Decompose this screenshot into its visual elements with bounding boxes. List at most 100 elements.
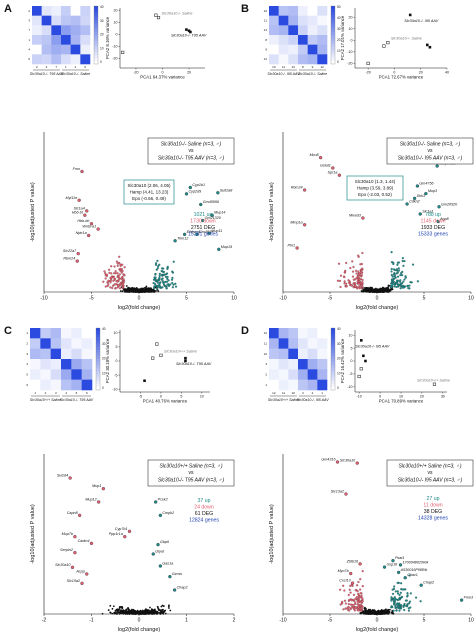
volcano-point-down — [117, 275, 120, 278]
volcano-point-up — [157, 265, 160, 268]
volcano-point-up — [171, 281, 174, 285]
gene-label: Gbp6 — [160, 540, 170, 544]
volcano-xlabel: log2(fold change) — [118, 627, 161, 633]
volcano-point-up — [418, 212, 422, 216]
heatmap-cell — [269, 328, 279, 339]
volcano-point-ns — [366, 611, 369, 613]
volcano-point-up — [156, 543, 160, 547]
gene-label: Cyp2d9 — [189, 189, 202, 193]
pca-plot: -10 0 10 20 30 10 5 0 -5 -10 PCA1 70.89% variance P… — [340, 330, 450, 404]
volcano-point-down — [120, 277, 123, 280]
comparison-box — [386, 137, 474, 165]
volcano-point-ns — [136, 612, 139, 615]
heatmap-cell — [61, 25, 71, 36]
colorbar-step — [331, 46, 335, 50]
volcano-point-up — [158, 282, 161, 285]
gene-label: Chap2 — [177, 586, 188, 590]
volcano-point-down — [118, 273, 121, 276]
heatmap-cell — [307, 338, 318, 349]
volcano-point-up — [400, 595, 404, 598]
volcano-point-ns — [132, 608, 135, 611]
heatmap-cell — [269, 15, 279, 26]
volcano-point-up — [400, 274, 404, 277]
volcano-point-ns — [127, 286, 130, 289]
volcano-point-up — [404, 275, 407, 278]
heatmap-cell — [307, 328, 318, 339]
heatmap-cell — [278, 338, 289, 349]
volcano-point-up — [406, 592, 409, 595]
colorbar-frame — [330, 327, 336, 391]
volcano-point-down — [360, 271, 363, 274]
pca-ytick-label: 20 — [114, 9, 118, 13]
heatmap-cell — [40, 369, 51, 380]
volcano-point-down — [337, 173, 342, 177]
colorbar-tick: 20 — [100, 33, 104, 37]
volcano-point-down — [361, 251, 364, 255]
heatmap-cell — [288, 348, 299, 360]
comparison-vs: vs — [189, 470, 195, 476]
colorbar-step — [94, 29, 98, 33]
heatmap-cell — [298, 369, 308, 380]
colorbar-step — [331, 359, 335, 363]
heatmap-cell — [317, 328, 328, 339]
volcano-point-up — [399, 279, 402, 282]
heatmap-sample-id: 5 — [26, 373, 28, 377]
volcano-point-up — [160, 273, 163, 276]
volcano-point-down — [344, 492, 348, 496]
volcano-point-ns — [160, 610, 162, 613]
heatmap-cell — [50, 369, 62, 380]
heatmap-cell — [61, 359, 72, 370]
volcano-point-up — [437, 205, 441, 209]
stat-down: 11 down — [423, 503, 442, 509]
volcano-point-ns — [387, 286, 390, 288]
volcano-point-ns — [138, 290, 140, 293]
volcano-point-up — [165, 280, 169, 283]
heatmap-cell — [288, 44, 299, 55]
volcano-point-up — [407, 607, 410, 610]
volcano-point-down — [73, 551, 77, 555]
pca-ytick-label: 0 — [116, 359, 118, 363]
gene-label: Acpp — [75, 570, 84, 574]
volcano-point-up — [392, 268, 395, 271]
heatmap-cell — [307, 15, 318, 26]
colorbar-step — [331, 6, 335, 10]
volcano-xtick-label: 0 — [138, 296, 141, 302]
volcano-point-down — [360, 281, 363, 285]
gene-label: Gm4756 — [419, 182, 434, 186]
volcano-point-down — [351, 260, 354, 263]
volcano-point-down — [123, 266, 126, 269]
pca-ytick-label: 20 — [349, 15, 353, 19]
gene-label: Slc15a2 — [67, 579, 80, 583]
pca-group-label-saline: Slc30a10-/- Saline — [391, 37, 422, 41]
colorbar-step — [331, 352, 335, 357]
heatmap-cell — [298, 15, 308, 26]
colorbar-tick: 30 — [337, 342, 341, 346]
heatmap-cell — [50, 348, 62, 360]
volcano-point-down — [351, 270, 355, 273]
volcano-point-down — [113, 265, 116, 268]
colorbar-step — [96, 383, 100, 388]
volcano-point-ns — [162, 612, 165, 615]
volcano-point-up — [401, 257, 404, 260]
heatmap-cell — [307, 6, 318, 16]
volcano-point-up — [393, 585, 396, 588]
volcano-point-down — [70, 565, 75, 569]
volcano-point-ns — [130, 612, 133, 615]
volcano-point-down — [358, 562, 362, 566]
volcano-point-ns — [116, 609, 119, 612]
heatmap-sample-id: 5 — [76, 391, 78, 395]
volcano-point-up — [395, 285, 398, 289]
pca-xtick-label: 40 — [445, 71, 449, 75]
colorbar-step — [331, 368, 335, 372]
volcano-point-ns — [146, 287, 149, 290]
heatmap-cell — [32, 35, 42, 45]
gene-label: Gm45956 — [203, 200, 220, 204]
volcano-point-up — [154, 279, 157, 282]
gene-label: Nptr1a — [76, 231, 87, 235]
volcano-point-down — [331, 166, 335, 170]
volcano-point-down — [108, 271, 111, 274]
pca-point-aav — [364, 359, 367, 363]
volcano-point-down — [80, 169, 84, 174]
pca-point-saline — [151, 356, 155, 360]
